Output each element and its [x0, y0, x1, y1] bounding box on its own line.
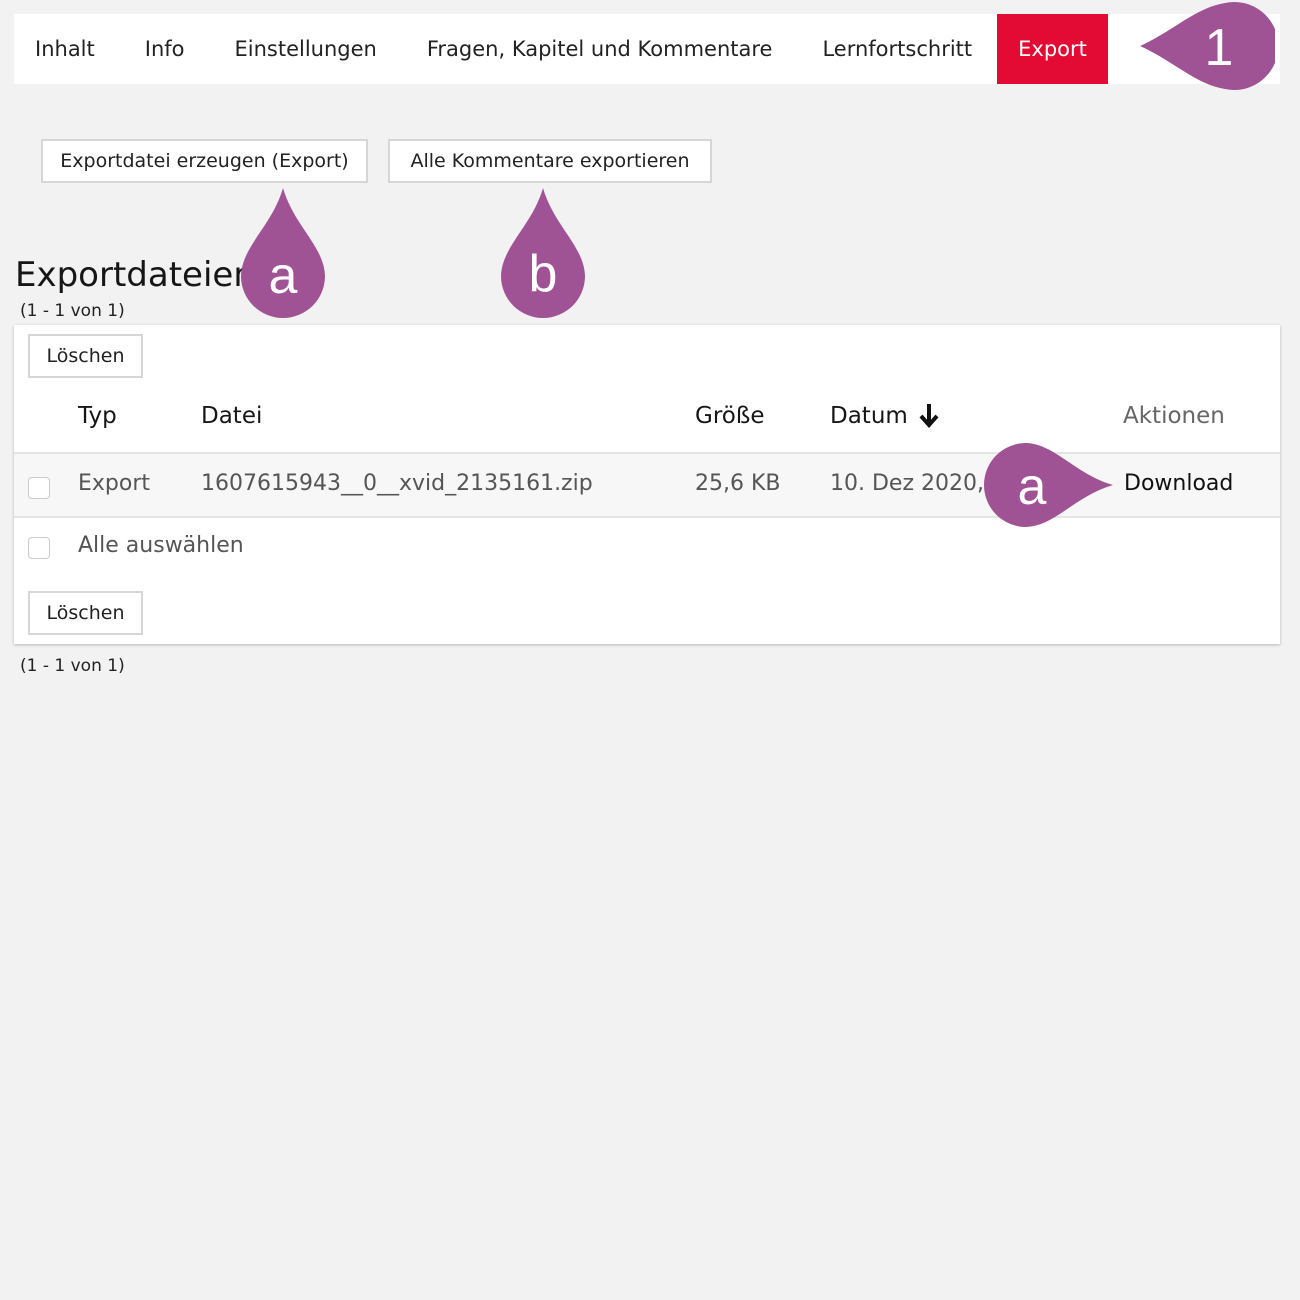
header-file[interactable]: Datei: [201, 403, 263, 429]
export-comments-button[interactable]: Alle Kommentare exportieren: [388, 139, 712, 183]
tab-export[interactable]: Export: [997, 14, 1108, 84]
arrow-down-icon[interactable]: [918, 404, 940, 430]
svg-text:a: a: [1018, 458, 1047, 516]
row-size: 25,6 KB: [695, 471, 781, 496]
svg-text:a: a: [269, 247, 298, 305]
svg-text:1: 1: [1205, 19, 1234, 77]
header-actions: Aktionen: [1123, 403, 1225, 429]
pagination-count-top: (1 - 1 von 1): [20, 301, 125, 321]
annotation-marker-a-download: a: [984, 443, 1113, 527]
download-link[interactable]: Download: [1124, 471, 1234, 496]
tab-lernfortschritt[interactable]: Lernfortschritt: [822, 37, 973, 61]
section-title: Exportdateien: [15, 255, 255, 295]
delete-button-bottom[interactable]: Löschen: [28, 591, 143, 635]
row-type: Export: [78, 471, 151, 496]
pagination-count-bottom: (1 - 1 von 1): [20, 656, 125, 676]
tab-bar: Inhalt Info Einstellungen Fragen, Kapite…: [14, 14, 1280, 84]
row-checkbox[interactable]: [28, 477, 50, 499]
annotation-marker-1: 1: [1140, 2, 1275, 90]
select-all-label[interactable]: Alle auswählen: [78, 533, 244, 558]
header-type[interactable]: Typ: [78, 403, 117, 429]
select-all-checkbox[interactable]: [28, 537, 50, 559]
tab-fragen-kapitel-kommentare[interactable]: Fragen, Kapitel und Kommentare: [426, 37, 773, 61]
tab-info[interactable]: Info: [144, 37, 185, 61]
annotation-marker-a-create: a: [241, 188, 325, 318]
annotation-marker-b-comments: b: [501, 188, 585, 318]
tab-einstellungen[interactable]: Einstellungen: [234, 37, 377, 61]
row-file: 1607615943__0__xvid_2135161.zip: [201, 471, 593, 496]
create-export-button[interactable]: Exportdatei erzeugen (Export): [41, 139, 368, 183]
header-size[interactable]: Größe: [695, 403, 765, 429]
row-date: 10. Dez 2020, 1: [830, 471, 1005, 496]
delete-button-top[interactable]: Löschen: [28, 334, 143, 378]
header-date[interactable]: Datum: [830, 403, 908, 429]
svg-text:b: b: [529, 245, 558, 303]
tab-inhalt[interactable]: Inhalt: [35, 37, 95, 61]
